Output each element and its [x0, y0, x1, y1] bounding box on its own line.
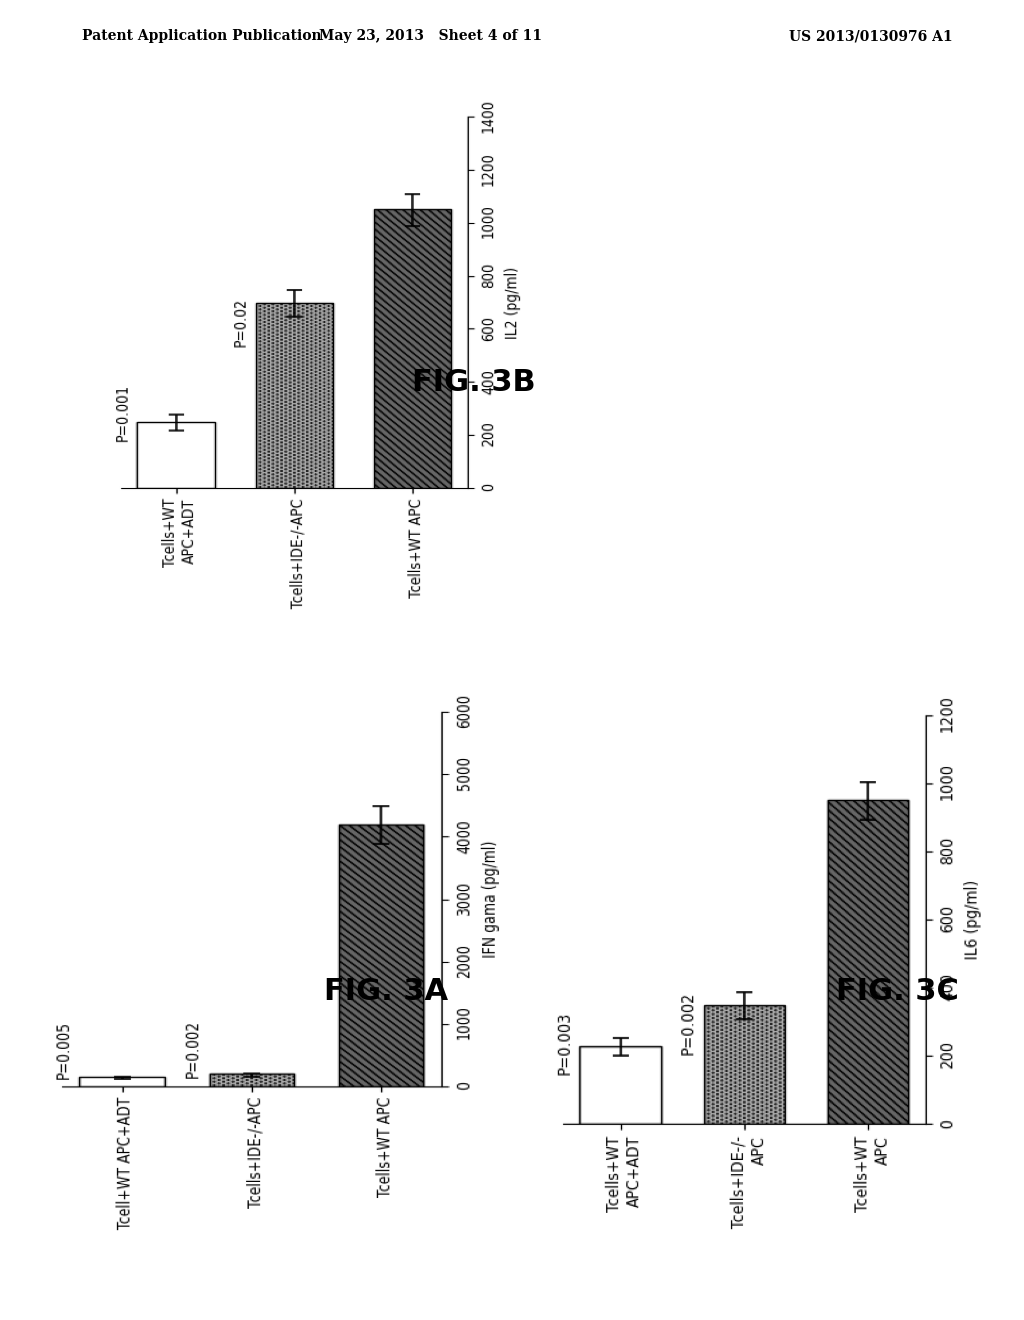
Text: FIG. 3B: FIG. 3B [412, 368, 536, 397]
Text: FIG. 3C: FIG. 3C [836, 977, 958, 1006]
Text: FIG. 3A: FIG. 3A [324, 977, 447, 1006]
Text: Patent Application Publication: Patent Application Publication [82, 29, 322, 44]
Text: US 2013/0130976 A1: US 2013/0130976 A1 [788, 29, 952, 44]
Text: May 23, 2013   Sheet 4 of 11: May 23, 2013 Sheet 4 of 11 [318, 29, 542, 44]
